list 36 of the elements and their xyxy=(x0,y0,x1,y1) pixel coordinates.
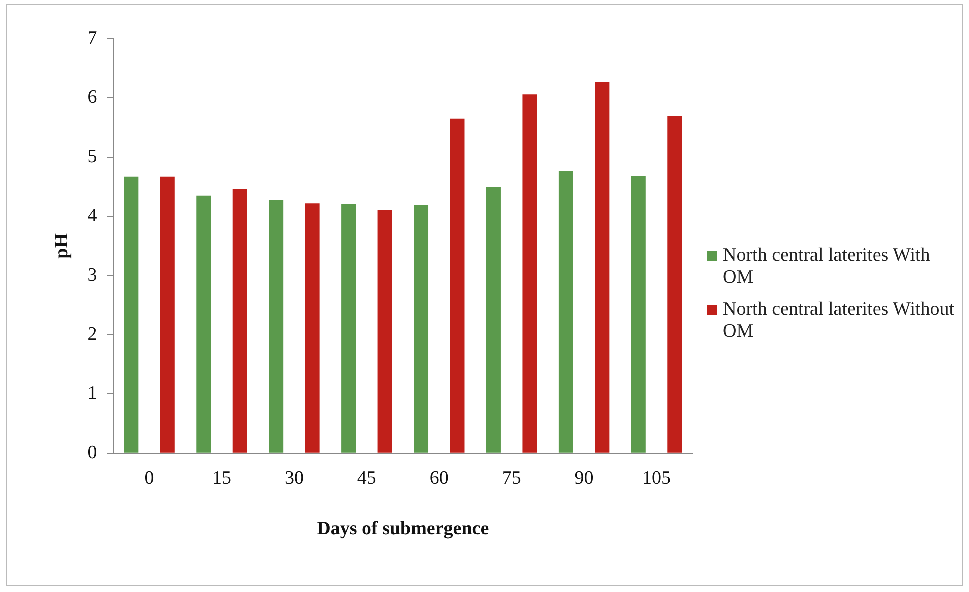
x-tick-label: 45 xyxy=(357,468,376,489)
bar xyxy=(196,196,212,453)
x-tick-label: 30 xyxy=(284,468,304,489)
y-tick-label: 6 xyxy=(88,87,98,108)
bar xyxy=(269,200,284,453)
y-tick-label: 5 xyxy=(88,146,98,168)
x-axis-title: Days of submergence xyxy=(317,518,490,540)
bar xyxy=(414,205,429,453)
bar xyxy=(232,189,248,453)
bar xyxy=(342,204,356,453)
x-tick-label: 15 xyxy=(212,468,232,489)
legend-label: North central laterites Without OM xyxy=(723,299,956,343)
bar xyxy=(450,118,465,453)
bar xyxy=(486,187,501,453)
y-axis-title: pH xyxy=(51,233,72,259)
x-tick-label: 90 xyxy=(574,468,594,489)
bar xyxy=(124,176,139,453)
y-tick-label: 3 xyxy=(88,264,98,286)
x-tick-label: 105 xyxy=(642,468,672,489)
y-tick-label: 7 xyxy=(88,28,98,49)
x-tick-label: 60 xyxy=(430,468,449,489)
bar xyxy=(522,94,538,453)
bar xyxy=(305,204,320,453)
y-tick-label: 0 xyxy=(88,442,98,464)
bar xyxy=(631,176,646,453)
y-tick-label: 1 xyxy=(88,383,98,404)
bar xyxy=(668,116,682,453)
y-tick-label: 2 xyxy=(88,324,98,345)
bar xyxy=(558,171,574,453)
bar xyxy=(595,82,610,453)
legend-label: North central laterites With OM xyxy=(723,245,932,289)
bar xyxy=(160,176,175,453)
x-tick-label: 75 xyxy=(502,468,522,489)
y-tick-label: 4 xyxy=(88,206,98,227)
bar xyxy=(378,210,392,453)
x-tick-label: 0 xyxy=(144,468,154,489)
